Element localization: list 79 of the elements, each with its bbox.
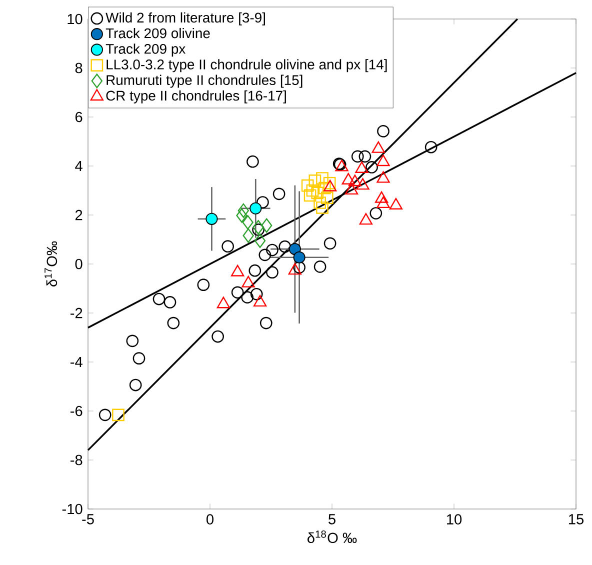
point — [238, 203, 250, 218]
point — [129, 378, 142, 392]
point — [424, 140, 438, 154]
y-tick-label: -4 — [70, 356, 82, 368]
point — [377, 125, 390, 138]
point — [152, 292, 166, 306]
point — [311, 186, 324, 200]
point — [167, 316, 180, 330]
point — [324, 237, 336, 250]
point — [261, 218, 272, 233]
point — [236, 208, 248, 223]
point — [242, 228, 254, 243]
point — [206, 212, 218, 225]
point — [260, 316, 272, 330]
point — [370, 207, 382, 220]
point — [246, 155, 259, 168]
point — [293, 251, 306, 264]
point — [132, 352, 146, 364]
point — [376, 154, 390, 166]
y-tick-label: 0 — [75, 258, 82, 270]
legend-label: Track 209 olivine — [106, 28, 210, 38]
y-tick-label: -6 — [70, 406, 82, 416]
point — [112, 408, 124, 422]
x-tick-label: 5 — [328, 514, 336, 524]
point — [254, 233, 266, 248]
point — [316, 172, 328, 184]
x-axis-title: δ$^{18}$O ‰ — [308, 530, 357, 544]
point — [266, 266, 278, 279]
legend-label: Track 209 px — [106, 44, 186, 57]
point — [242, 215, 254, 230]
point — [231, 286, 244, 299]
point — [316, 201, 328, 214]
legend-label: Rumuruti type II chondrules [15] — [106, 74, 302, 88]
point — [250, 202, 262, 214]
x-tick-label: 15 — [568, 514, 584, 524]
point — [314, 196, 326, 209]
point — [272, 188, 286, 200]
y-tick-label: 2 — [75, 210, 82, 220]
y-tick-label: 6 — [75, 112, 82, 122]
y-axis-title: δ$^{17}$O‰ — [44, 241, 58, 286]
point — [314, 260, 326, 273]
point — [320, 192, 334, 204]
y-tick-label: 4 — [75, 160, 82, 172]
point — [306, 184, 319, 197]
point — [250, 288, 263, 300]
x-tick-label: 0 — [206, 514, 214, 524]
point — [351, 150, 364, 163]
point — [278, 240, 292, 253]
point — [197, 278, 210, 291]
point — [252, 224, 264, 236]
point — [356, 178, 370, 190]
x-tick-label: 10 — [446, 514, 462, 524]
y-tick-label: -8 — [70, 454, 82, 466]
point — [126, 334, 139, 348]
point — [318, 182, 331, 194]
point — [323, 176, 336, 190]
point — [293, 261, 306, 274]
point — [358, 150, 372, 163]
point — [164, 296, 176, 308]
y-tick-label: 10 — [68, 14, 82, 24]
point — [248, 264, 262, 277]
legend-label: LL3.0-3.2 type II chondrule olivine and px [14] — [106, 59, 387, 72]
y-tick-label: 8 — [75, 62, 82, 74]
point — [258, 248, 272, 262]
point — [304, 189, 316, 202]
point — [308, 174, 322, 187]
point — [252, 220, 264, 234]
legend-label: Wild 2 from literature [3-9] — [106, 12, 265, 26]
point — [266, 244, 278, 256]
point — [212, 330, 224, 343]
y-tick-label: -2 — [70, 308, 82, 318]
point — [98, 408, 112, 422]
legend-label: CR type II chondrules [16-17] — [106, 90, 286, 104]
point — [366, 161, 378, 174]
x-tick-label: -5 — [82, 514, 94, 524]
point — [241, 291, 254, 304]
point — [301, 179, 314, 192]
y-tick-label: -10 — [62, 504, 82, 514]
point — [222, 240, 234, 253]
